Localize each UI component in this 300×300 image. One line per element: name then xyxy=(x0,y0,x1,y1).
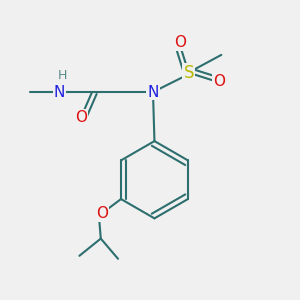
Text: H: H xyxy=(57,69,67,82)
Text: N: N xyxy=(54,85,65,100)
Text: O: O xyxy=(213,74,225,89)
Text: O: O xyxy=(75,110,87,125)
Text: S: S xyxy=(183,64,194,82)
Text: O: O xyxy=(174,34,186,50)
Text: O: O xyxy=(97,206,109,221)
Text: N: N xyxy=(147,85,159,100)
